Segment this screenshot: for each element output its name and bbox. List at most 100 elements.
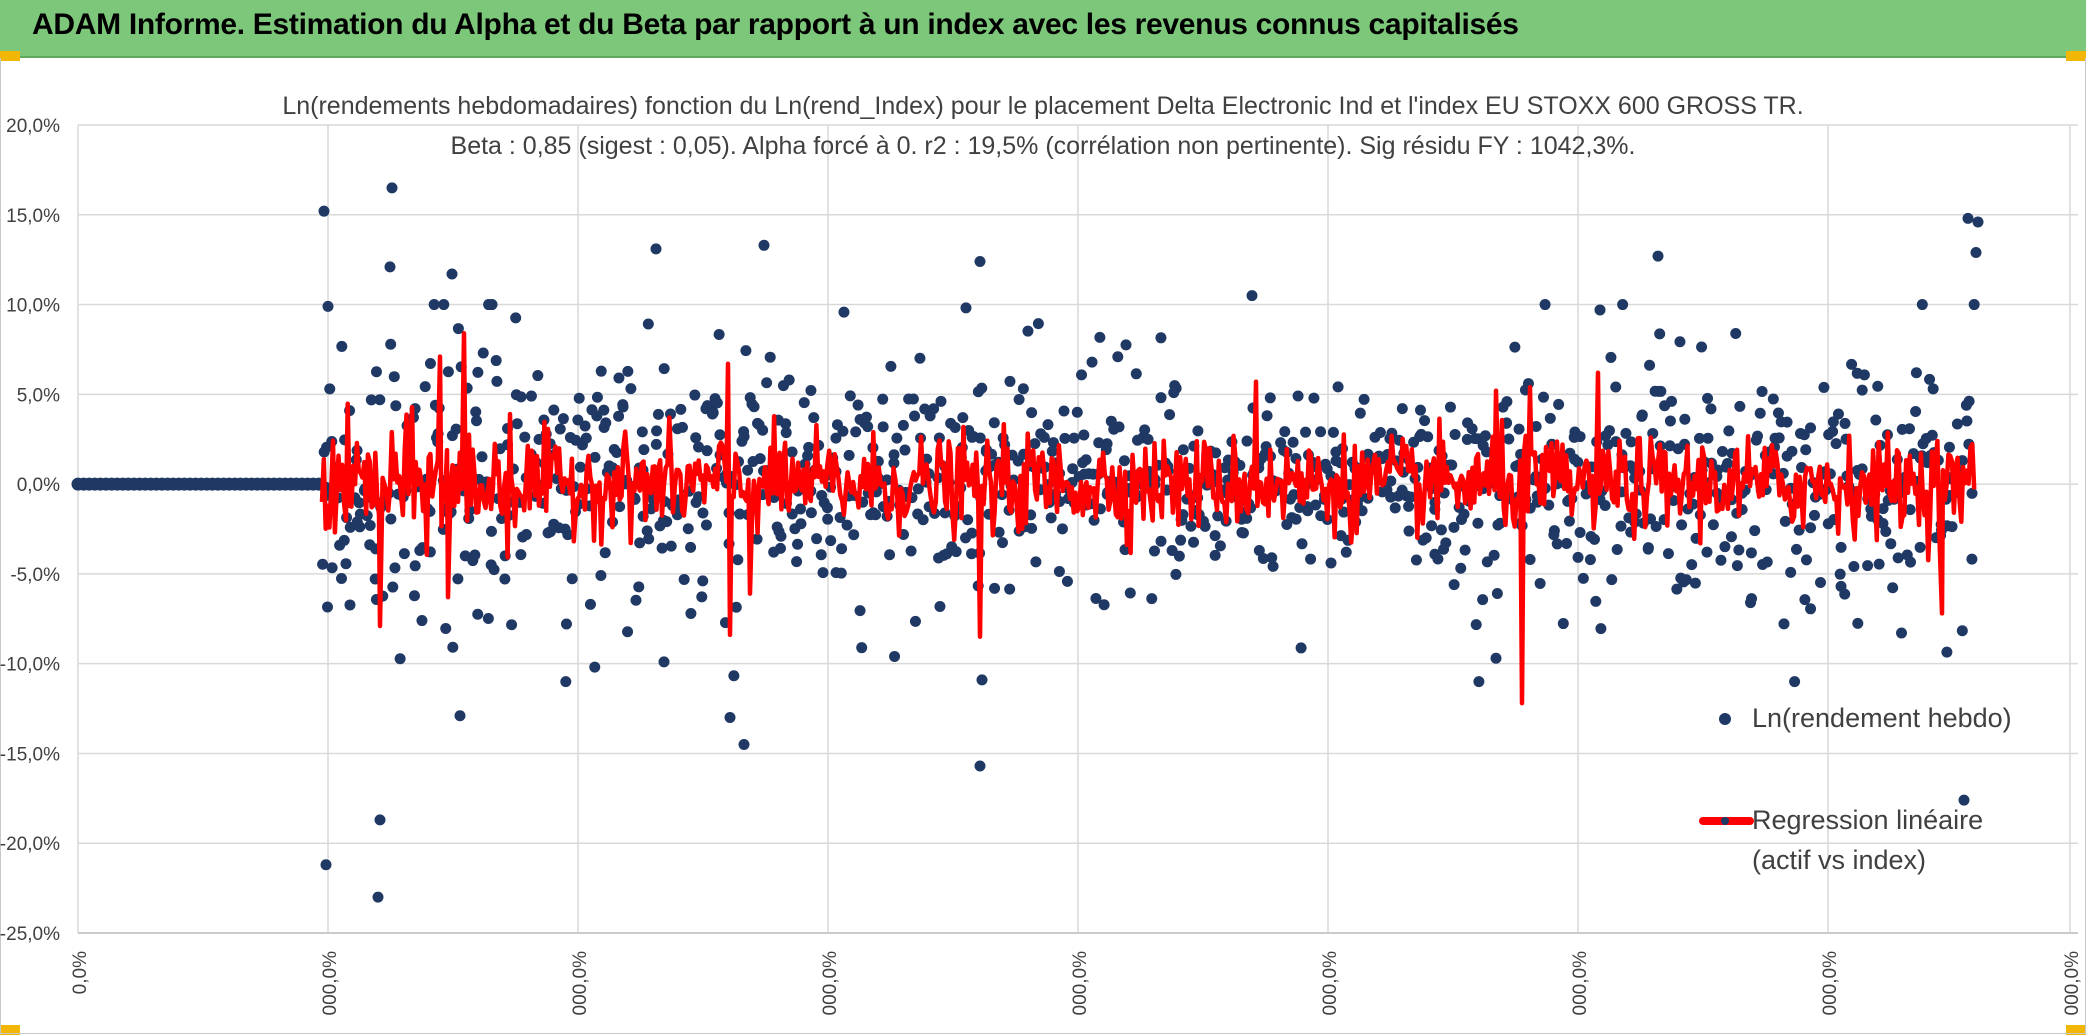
scatter-point <box>1966 553 1978 565</box>
scatter-point <box>599 547 611 559</box>
scatter-point-outlier <box>1652 250 1664 262</box>
scatter-point <box>650 438 662 450</box>
scatter-point <box>815 549 827 561</box>
y-tick-label: -25,0% <box>0 924 60 945</box>
scatter-point <box>1296 538 1308 550</box>
scatter-point <box>1509 341 1521 353</box>
scatter-point <box>714 429 726 441</box>
scatter-point <box>830 432 842 444</box>
scatter-point <box>625 383 637 395</box>
scatter-point <box>1325 470 1337 482</box>
scatter-point <box>572 414 584 426</box>
scatter-point <box>1805 422 1817 434</box>
scatter-point <box>1022 325 1034 337</box>
scatter-point <box>452 323 464 335</box>
scatter-point <box>1905 556 1917 568</box>
scatter-point <box>340 558 352 570</box>
scatter-point <box>652 408 664 420</box>
scatter-point <box>1090 592 1102 604</box>
scatter-point <box>1473 676 1485 688</box>
scatter-point <box>1004 583 1016 595</box>
scatter-point <box>1808 509 1820 521</box>
scatter-point <box>1749 525 1761 537</box>
scatter-point <box>1827 426 1839 438</box>
scatter-point <box>595 570 607 582</box>
scatter-point <box>324 383 336 395</box>
scatter-point <box>1315 426 1327 438</box>
scatter-point <box>1951 418 1963 430</box>
scatter-point <box>491 375 503 387</box>
scatter-point <box>1773 432 1785 444</box>
y-tick-label: 0,0% <box>17 475 60 496</box>
scatter-point <box>1595 623 1607 635</box>
y-tick-label: -10,0% <box>0 655 60 676</box>
scatter-point <box>442 366 454 378</box>
scatter-point <box>1716 445 1728 457</box>
scatter-point <box>1693 432 1705 444</box>
scatter-point <box>996 537 1008 549</box>
scatter-point <box>365 394 377 406</box>
scatter-point <box>740 345 752 357</box>
corner-marker-top-right <box>2066 51 2086 61</box>
scatter-point <box>1354 407 1366 419</box>
scatter-point <box>1067 463 1079 475</box>
scatter-point <box>728 670 740 682</box>
scatter-point <box>707 407 719 419</box>
scatter-point <box>1719 541 1731 553</box>
scatter-point <box>1093 437 1105 449</box>
scatter-point <box>1444 401 1456 413</box>
scatter-point <box>697 507 709 519</box>
scatter-point <box>1472 517 1484 529</box>
scatter-point <box>661 516 673 528</box>
scatter-point <box>775 530 787 542</box>
scatter-point-outlier <box>1594 304 1606 316</box>
scatter-point <box>1310 499 1322 511</box>
x-tick-label: 000,0% <box>1820 951 1841 1016</box>
scatter-point <box>1544 412 1556 424</box>
scatter-point <box>1548 529 1560 541</box>
x-tick-label: 000,0% <box>320 951 341 1016</box>
scatter-point <box>751 533 763 545</box>
scatter-point <box>1340 546 1352 558</box>
scatter-point <box>1655 385 1667 397</box>
scatter-point <box>1574 431 1586 443</box>
scatter-point <box>651 425 663 437</box>
scatter-point <box>1664 440 1676 452</box>
legend-label-regression-line2: (actif vs index) <box>1752 845 1927 875</box>
scatter-point-outlier <box>322 300 334 312</box>
chart-title: Ln(rendements hebdomadaires) fonction du… <box>282 92 1804 120</box>
scatter-point <box>1155 332 1167 344</box>
report-title: ADAM Informe. Estimation du Alpha et du … <box>32 8 1519 41</box>
scatter-point <box>424 357 436 369</box>
scatter-point <box>409 560 421 572</box>
scatter-point <box>1539 299 1551 311</box>
scatter-point <box>515 549 527 561</box>
scatter-point <box>1756 385 1768 397</box>
scatter-point <box>817 567 829 579</box>
scatter-point <box>591 391 603 403</box>
scatter-point <box>472 608 484 620</box>
scatter-point <box>1834 568 1846 580</box>
y-tick-label: 20,0% <box>6 116 60 137</box>
scatter-point <box>1715 554 1727 566</box>
scatter-point <box>1702 392 1714 404</box>
scatter-point-outlier <box>974 255 986 267</box>
scatter-point <box>811 533 823 545</box>
scatter-point <box>1045 512 1057 524</box>
scatter-point <box>1664 415 1676 427</box>
scatter-point <box>697 575 709 587</box>
scatter-point <box>1290 513 1302 525</box>
scatter-point <box>821 502 833 514</box>
scatter-point <box>993 526 1005 538</box>
scatter-point <box>1325 557 1337 569</box>
scatter-point <box>1551 538 1563 550</box>
scatter-point <box>1880 526 1892 538</box>
scatter-point <box>1701 546 1713 558</box>
scatter-point <box>1056 523 1068 535</box>
scatter-point <box>1642 542 1654 554</box>
scatter-point <box>1481 556 1493 568</box>
scatter-point <box>1118 455 1130 467</box>
scatter-point <box>732 554 744 566</box>
scatter-point <box>1061 575 1073 587</box>
scatter-point <box>1210 447 1222 459</box>
